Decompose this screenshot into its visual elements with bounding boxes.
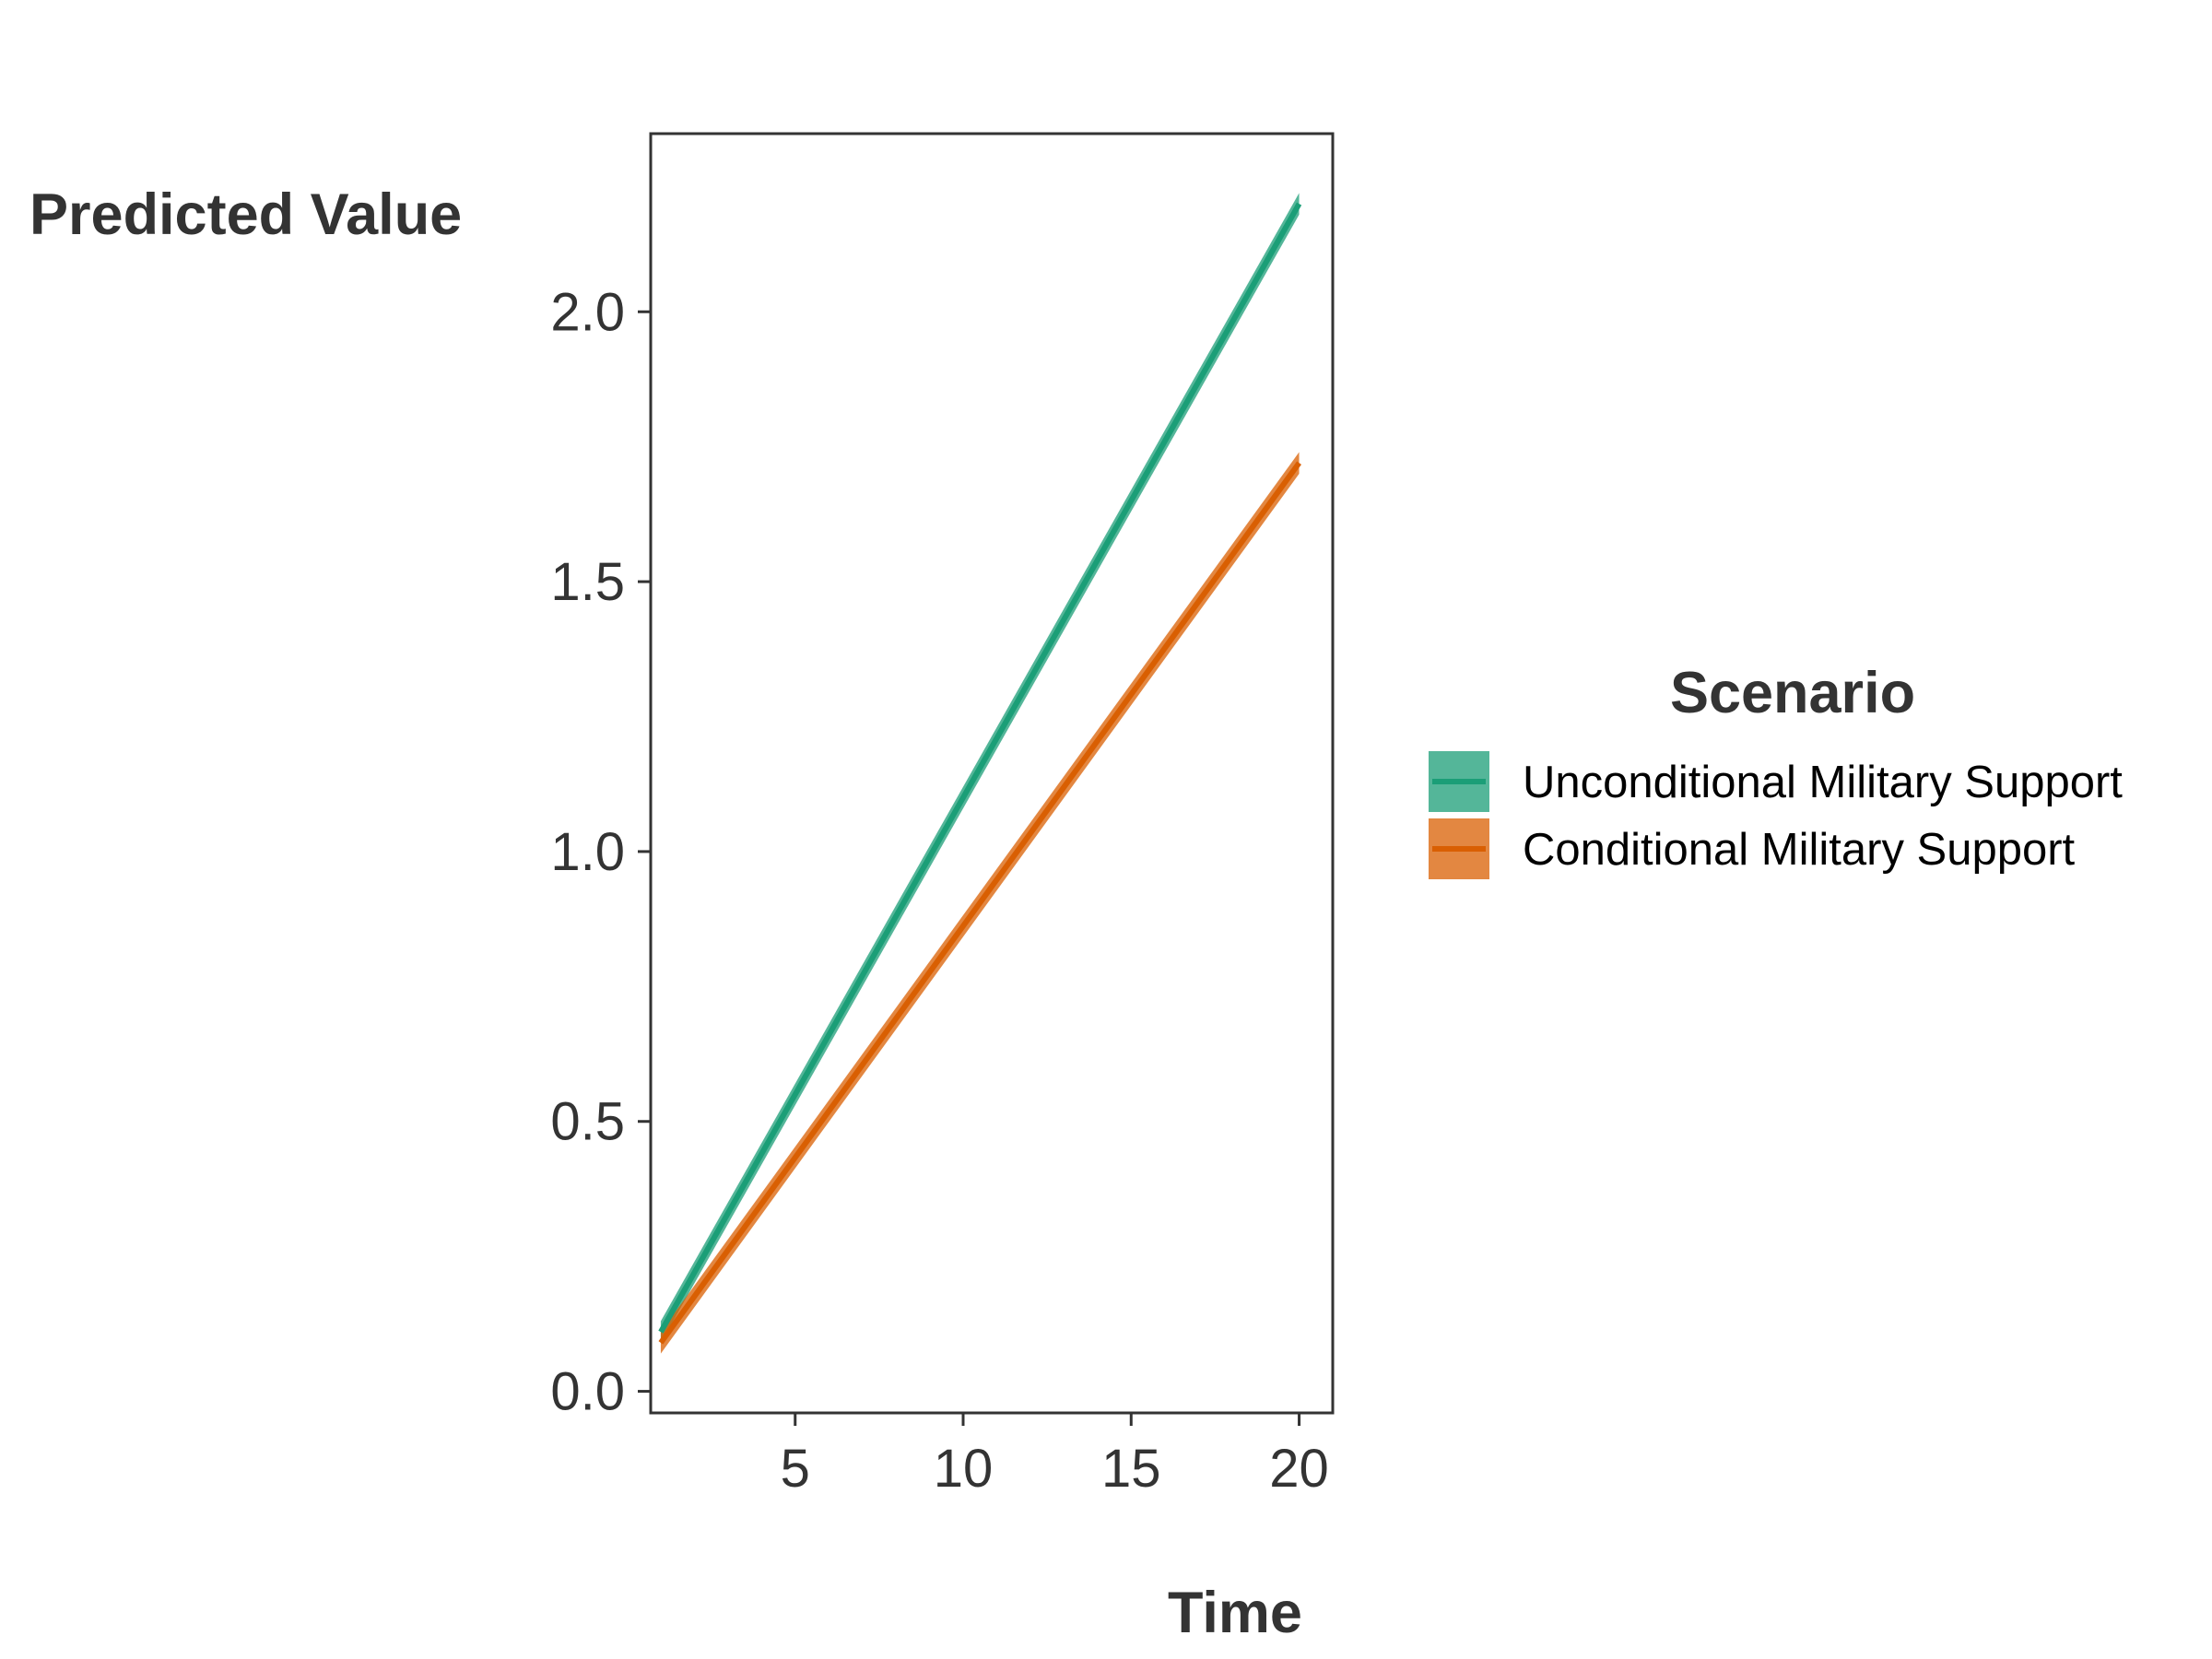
y-tick-label: 1.0	[550, 822, 625, 882]
x-tick-label: 20	[1269, 1439, 1329, 1499]
x-tick-label: 10	[934, 1439, 994, 1499]
legend-item: Conditional Military Support	[1429, 818, 2076, 879]
y-tick-label: 2.0	[550, 282, 625, 342]
legend-label: Conditional Military Support	[1523, 825, 2076, 875]
legend-title: Scenario	[1670, 661, 1915, 725]
y-axis-title: Predicted Value	[29, 182, 462, 247]
x-tick-label: 15	[1101, 1439, 1161, 1499]
x-axis: 5 10 15 20	[781, 1413, 1329, 1499]
y-tick-label: 0.5	[550, 1092, 625, 1152]
y-axis: 0.0 0.5 1.0 1.5 2.0	[550, 282, 651, 1422]
y-tick-label: 0.0	[550, 1362, 625, 1422]
legend: Scenario Unconditional Military Support C…	[1429, 661, 2123, 879]
plot-panel-border	[649, 132, 1335, 1415]
legend-item: Unconditional Military Support	[1429, 751, 2123, 812]
series-lines	[658, 202, 1302, 1345]
series-1-line	[658, 202, 1302, 1334]
x-tick-label: 5	[781, 1439, 810, 1499]
x-axis-title: Time	[1168, 1581, 1302, 1645]
x-axis-title-group: Time	[1168, 1581, 1302, 1645]
y-axis-title-group: Predicted Value	[29, 182, 462, 247]
series-2-line	[658, 461, 1301, 1345]
legend-label: Unconditional Military Support	[1523, 758, 2123, 807]
y-tick-label: 1.5	[550, 552, 625, 612]
